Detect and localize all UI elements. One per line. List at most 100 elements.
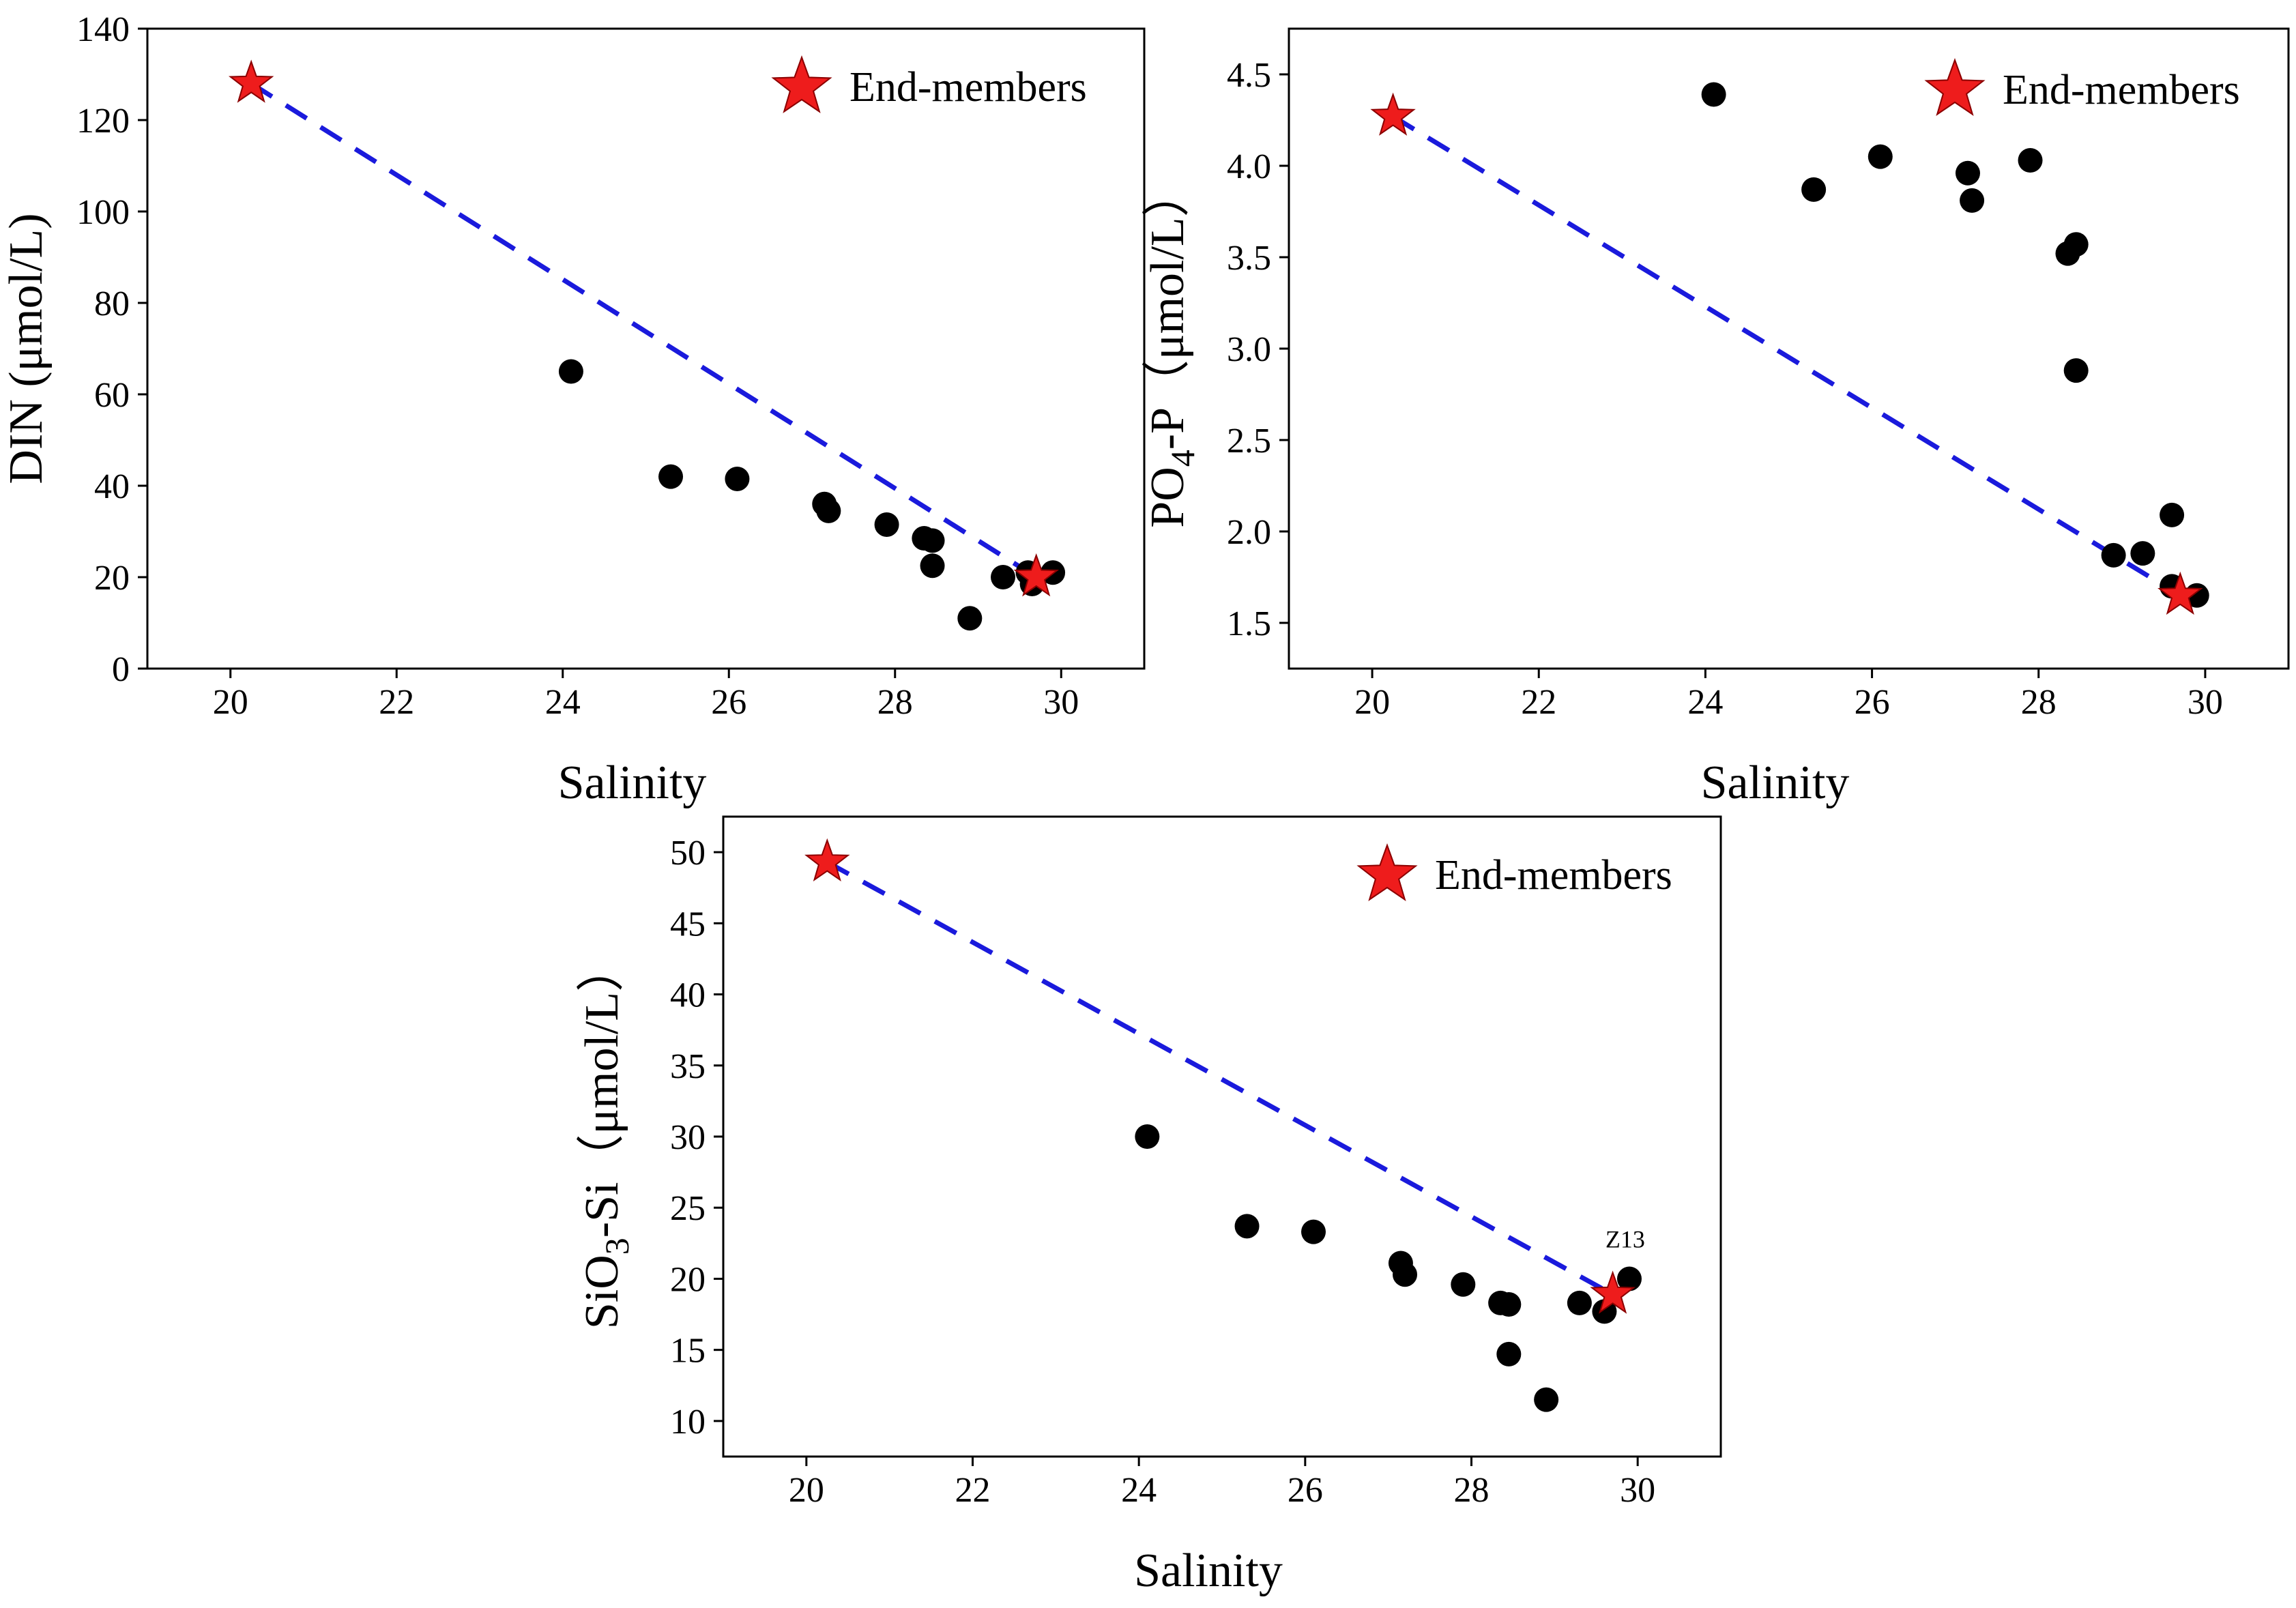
din-end-member-star (1013, 553, 1060, 597)
x-tick-label: 28 (1454, 1471, 1490, 1510)
sio3-si-x-axis-title: Salinity (1134, 1545, 1283, 1597)
din-x-axis-title: Salinity (558, 757, 707, 809)
din-mixing-line (250, 81, 1038, 579)
din-sample-point (874, 512, 899, 537)
po4-p-mixing-line (1391, 114, 2182, 598)
po4-p-sample-point (2063, 358, 2089, 383)
y-tick-label: 45 (670, 905, 706, 944)
po4-p-legend-label: End-members (2003, 67, 2240, 113)
y-tick-label: 35 (670, 1047, 706, 1086)
y-tick-label: 4.5 (1227, 56, 1271, 95)
x-tick-label: 24 (1687, 683, 1723, 722)
x-tick-label: 28 (2021, 683, 2057, 722)
y-tick-label: 20 (670, 1260, 706, 1299)
po4-p-sample-point (2160, 502, 2185, 527)
x-tick-label: 20 (213, 683, 248, 722)
din-sample-point (725, 466, 750, 491)
sio3-si-sample-point (1393, 1262, 1418, 1287)
sio3-panel: 20 22 24 26 28 30 10 15 20 25 30 35 40 45 50 Salinity Si… (576, 815, 1722, 1597)
y-tick-label: 3.5 (1227, 239, 1271, 278)
sio3-si-legend-star-icon (1356, 843, 1418, 901)
din-sample-point (558, 359, 583, 384)
y-tick-label: 15 (670, 1332, 706, 1371)
sio3-si-sample-point (1234, 1214, 1260, 1239)
sio3-si-end-member-star (804, 838, 850, 882)
po4-p-sample-point (1801, 177, 1827, 202)
x-tick-label: 24 (1121, 1471, 1157, 1510)
y-tick-label: 120 (76, 102, 130, 141)
po4-p-x-axis-title: Salinity (1701, 757, 1850, 809)
y-tick-label: 2.0 (1227, 513, 1271, 552)
x-tick-label: 30 (2188, 683, 2223, 722)
y-tick-label: 0 (112, 650, 130, 689)
y-tick-label: 50 (670, 834, 706, 873)
x-tick-label: 22 (379, 683, 414, 722)
sio3-si-sample-point (1496, 1341, 1522, 1366)
sio3-si-sample-point (1451, 1272, 1476, 1297)
sio3-si-y-axis-title: SiO3-Si（μmol/L） (576, 944, 636, 1329)
y-tick-label: 100 (76, 193, 130, 232)
y-tick-label: 25 (670, 1189, 706, 1228)
y-tick-label: 20 (94, 559, 130, 598)
din-end-member-star (228, 59, 274, 103)
din-sample-point (816, 498, 841, 523)
po4-p-end-member-star (1370, 92, 1416, 136)
po4-p-sample-point (2101, 542, 2126, 568)
sio3-si-sample-point (1616, 1266, 1642, 1291)
din-legend-star-icon (771, 55, 832, 113)
sio3-si-sample-point (1496, 1291, 1522, 1317)
y-tick-label: 40 (670, 976, 706, 1015)
po4-p-sample-point (1701, 82, 1726, 107)
din-sample-point (991, 565, 1016, 589)
po4-p-sample-point (1868, 144, 1893, 169)
y-tick-label: 4.0 (1227, 147, 1271, 186)
y-tick-label: 30 (670, 1118, 706, 1157)
po4-p-y-axis-title: PO4-P（μmol/L） (1142, 169, 1202, 527)
din-panel: 20 22 24 26 28 30 0 20 40 60 80 100 120 140 Salinity DI… (0, 10, 1146, 809)
sio3-si-sample-point (1301, 1219, 1326, 1244)
po4-p-sample-point (2130, 541, 2155, 566)
x-tick-label: 22 (955, 1471, 991, 1510)
sio3-si-legend-label: End-members (1435, 852, 1672, 898)
x-tick-label: 30 (1620, 1471, 1655, 1510)
din-legend-label: End-members (849, 64, 1087, 111)
din-sample-point (957, 606, 983, 631)
y-tick-label: 80 (94, 284, 130, 323)
po4-panel: 20 22 24 26 28 30 1.5 2.0 2.5 3.0 3.5 4.0 4.5 Salinit… (1142, 27, 2290, 809)
din-plot-frame (146, 27, 1146, 670)
sio3-si-plot-frame (722, 815, 1722, 1458)
x-tick-label: 28 (877, 683, 913, 722)
y-tick-label: 10 (670, 1403, 706, 1442)
sio3-si-sample-point (1567, 1290, 1592, 1315)
y-tick-label: 60 (94, 376, 130, 415)
po4-p-sample-point (1960, 188, 1985, 213)
po4-p-legend-star-icon (1924, 58, 1986, 116)
y-tick-label: 40 (94, 467, 130, 506)
x-tick-label: 26 (1288, 1471, 1323, 1510)
din-sample-point (920, 528, 945, 553)
din-sample-point (920, 553, 945, 579)
x-tick-label: 26 (711, 683, 746, 722)
sio3-si-sample-point (1135, 1124, 1160, 1149)
y-tick-label: 2.5 (1227, 422, 1271, 461)
station-label: Z13 (1605, 1226, 1645, 1253)
sio3-si-mixing-line (826, 860, 1614, 1297)
po4-p-sample-point (2018, 147, 2043, 173)
din-y-axis-title: DIN (μmol/L) (0, 213, 53, 484)
sio3-si-end-member-star (1590, 1270, 1636, 1314)
po4-p-sample-point (1955, 160, 1980, 186)
sio3-si-sample-point (1534, 1387, 1559, 1412)
y-tick-label: 3.0 (1227, 330, 1271, 369)
x-tick-label: 20 (789, 1471, 824, 1510)
y-tick-label: 140 (76, 10, 130, 49)
y-tick-label: 1.5 (1227, 604, 1271, 643)
din-sample-point (658, 464, 684, 489)
po4-p-sample-point (2063, 232, 2089, 257)
x-tick-label: 20 (1354, 683, 1390, 722)
x-tick-label: 24 (545, 683, 581, 722)
x-tick-label: 26 (1855, 683, 1890, 722)
po4-p-end-member-star (2157, 571, 2203, 615)
x-tick-label: 22 (1521, 683, 1556, 722)
x-tick-label: 30 (1043, 683, 1079, 722)
